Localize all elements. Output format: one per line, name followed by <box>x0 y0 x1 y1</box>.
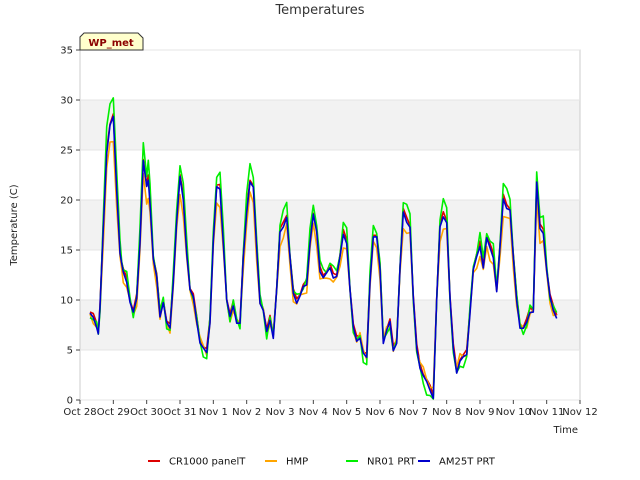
y-tick-label: 20 <box>60 196 73 207</box>
x-tick-label: Nov 9 <box>465 407 494 418</box>
chart-title: Temperatures <box>274 3 364 18</box>
site-badge: WP_met <box>79 32 144 51</box>
series-line-cr1000-panelt <box>89 113 558 397</box>
x-tick-label: Nov 6 <box>365 407 394 418</box>
x-tick-label: Nov 1 <box>199 407 228 418</box>
x-tick-label: Nov 10 <box>496 407 531 418</box>
y-tick-label: 5 <box>67 346 73 357</box>
legend-label: CR1000 panelT <box>169 457 246 468</box>
x-tick-label: Nov 3 <box>265 407 294 418</box>
site-badge-label: WP_met <box>88 38 134 49</box>
gridlines <box>80 49 580 401</box>
y-tick-label: 30 <box>60 96 73 107</box>
y-tick-label: 15 <box>60 246 73 257</box>
series-line-hmp <box>89 140 557 389</box>
background-band <box>80 300 580 350</box>
x-tick-label: Nov 11 <box>529 407 564 418</box>
x-tick-label: Nov 2 <box>232 407 261 418</box>
legend-label: HMP <box>286 457 308 468</box>
x-axis-title: Time <box>553 425 578 436</box>
y-tick-label: 10 <box>60 296 73 307</box>
x-tick-label: Oct 29 <box>97 407 130 418</box>
legend: CR1000 panelT HMP NR01 PRT AM25T PRT <box>148 457 496 468</box>
y-axis: 0 5 10 15 20 25 30 35 <box>60 46 80 407</box>
x-tick-label: Oct 30 <box>130 407 163 418</box>
y-tick-label: 25 <box>60 146 73 157</box>
legend-label: NR01 PRT <box>367 457 417 468</box>
x-axis: Oct 28 Oct 29 Oct 30 Oct 31 Nov 1 Nov 2 Nov 3 N… <box>63 400 598 418</box>
background-band <box>80 100 580 150</box>
x-tick-label: Nov 8 <box>432 407 461 418</box>
plot-background-bands <box>80 100 580 350</box>
series-line-am25t-prt <box>89 115 558 400</box>
site-badge-box <box>79 32 144 51</box>
x-tick-label: Oct 31 <box>163 407 196 418</box>
y-tick-label: 0 <box>67 396 73 407</box>
x-tick-label: Oct 28 <box>63 407 96 418</box>
x-tick-label: Nov 12 <box>562 407 597 418</box>
x-tick-label: Nov 7 <box>399 407 428 418</box>
y-axis-title: Temperature (C) <box>9 184 20 266</box>
background-band <box>80 200 580 250</box>
y-tick-label: 35 <box>60 46 73 57</box>
series-lines <box>89 97 558 400</box>
x-tick-label: Nov 5 <box>332 407 361 418</box>
legend-label: AM25T PRT <box>439 457 496 468</box>
x-tick-label: Nov 4 <box>299 407 328 418</box>
